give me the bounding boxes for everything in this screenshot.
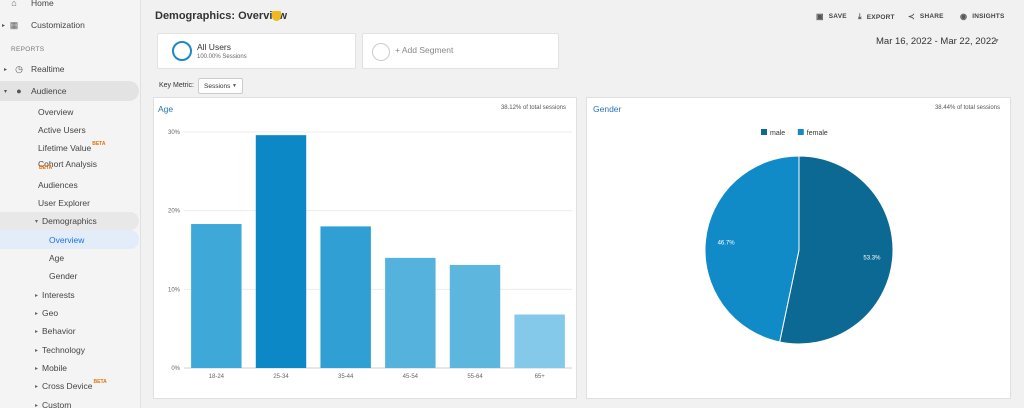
insights-icon: ◉ (960, 12, 968, 21)
x-tick-label: 18-24 (209, 374, 225, 380)
x-tick-label: 55-64 (467, 374, 483, 380)
x-tick-label: 65+ (535, 374, 546, 380)
x-tick-label: 45-54 (403, 374, 419, 380)
gender-pie-chart: male female 53.3% 46.7% (704, 129, 894, 345)
sidebar-item-behavior[interactable]: ▸ Behavior (35, 326, 76, 336)
y-tick-label: 0% (171, 366, 180, 372)
age-panel-percentage: 38.12% of total sessions (500, 105, 566, 111)
share-button[interactable]: ≺ SHARE (908, 12, 944, 21)
sidebar-item-interests[interactable]: ▸ Interests (35, 290, 75, 300)
chevron-right-icon: ▸ (4, 66, 8, 73)
chevron-right-icon: ▸ (35, 347, 39, 354)
chevron-right-icon: ▸ (2, 22, 6, 29)
clock-icon: ◷ (15, 63, 23, 74)
sidebar-item-age[interactable]: Age (49, 253, 65, 263)
y-tick-label: 10% (168, 287, 181, 293)
demographics-highlight (0, 212, 139, 230)
export-button[interactable]: ⤓ EXPORT (858, 12, 895, 21)
download-icon: ⤓ (858, 12, 862, 21)
sidebar: ⌂ Home ▸ ▦ Customization REPORTS ▸ ◷ Rea… (0, 0, 141, 408)
save-icon: ▣ (816, 12, 824, 21)
chevron-right-icon: ▸ (35, 328, 39, 335)
sidebar-item-cross-device[interactable]: ▸ Cross Device BETA (35, 379, 107, 391)
legend-swatch-female (797, 129, 804, 135)
x-tick-label: 25-34 (273, 374, 289, 380)
overview-highlight (0, 230, 139, 249)
chevron-down-icon: ▾ (4, 88, 8, 95)
bar-45-54 (385, 257, 436, 368)
sidebar-item-technology[interactable]: ▸ Technology (35, 345, 86, 355)
sidebar-item-audience[interactable]: ▾ ● Audience (4, 86, 67, 96)
pie-slice-male (779, 155, 894, 345)
dashboard-icon: ▦ (9, 19, 19, 30)
save-button[interactable]: ▣ SAVE (816, 12, 847, 21)
legend-swatch-male (761, 129, 767, 135)
sidebar-item-demographics-overview[interactable]: Overview (49, 235, 85, 245)
sidebar-item-home[interactable]: ⌂ Home (8, 0, 53, 12)
sidebar-item-audiences[interactable]: Audiences (38, 180, 78, 190)
chevron-down-icon: ▾ (35, 218, 39, 225)
chevron-right-icon: ▸ (35, 310, 39, 317)
sidebar-item-user-explorer[interactable]: User Explorer (38, 198, 90, 208)
key-metric-label: Key Metric: (159, 82, 195, 89)
bar-25-34 (255, 135, 307, 368)
gender-panel-percentage: 38.44% of total sessions (934, 105, 1000, 111)
sidebar-item-gender[interactable]: Gender (49, 271, 78, 281)
bar-35-44 (320, 226, 371, 368)
page-title: Demographics: Overview (155, 10, 288, 22)
reports-heading: REPORTS (11, 45, 45, 53)
date-range-picker[interactable]: Mar 16, 2022 - Mar 22, 2022 (876, 36, 997, 47)
sidebar-item-customization[interactable]: ▸ ▦ Customization (2, 19, 85, 31)
chevron-right-icon: ▸ (35, 402, 39, 408)
sidebar-item-cohort-analysis[interactable]: Cohort Analysis (38, 159, 98, 169)
add-segment-button[interactable]: + Add Segment (362, 33, 559, 69)
key-metric-select[interactable]: Sessions ▼ (198, 78, 243, 94)
chevron-down-icon: ▼ (232, 83, 237, 89)
sidebar-item-mobile[interactable]: ▸ Mobile (35, 363, 68, 373)
sidebar-item-overview[interactable]: Overview (38, 107, 74, 117)
gender-panel-title: Gender (593, 104, 622, 114)
age-panel: Age 38.12% of total sessions 0% 10% 20% 30%… (153, 97, 577, 399)
chevron-down-icon[interactable]: ▼ (993, 38, 1000, 45)
beta-badge: BETA (39, 165, 53, 171)
sidebar-item-custom[interactable]: ▸ Custom (35, 400, 72, 408)
insights-button[interactable]: ◉ INSIGHTS (960, 12, 1005, 21)
chevron-right-icon: ▸ (35, 292, 39, 299)
bar-55-64 (449, 264, 501, 368)
pie-label-female: 46.7% (718, 240, 736, 246)
beta-badge: BETA (92, 141, 106, 147)
pie-slice-female (704, 155, 800, 343)
y-tick-label: 30% (168, 130, 181, 136)
gender-panel: Gender 38.44% of total sessions male fema… (586, 97, 1011, 399)
footer-strip (153, 402, 1024, 408)
age-bar-chart: 0% 10% 20% 30% 18-24 25-34 35-44 45-54 55-64 65+ (168, 130, 572, 380)
age-panel-title: Age (158, 104, 174, 114)
bar-65+ (514, 314, 565, 368)
sidebar-item-geo[interactable]: ▸ Geo (35, 308, 59, 318)
audience-highlight (0, 81, 139, 101)
chevron-right-icon: ▸ (35, 383, 39, 390)
segment-empty-circle-icon (372, 43, 390, 61)
share-icon: ≺ (908, 12, 915, 21)
legend-label-female: female (807, 130, 828, 137)
sidebar-item-demographics[interactable]: ▾ Demographics (35, 216, 97, 226)
chevron-right-icon: ▸ (35, 365, 39, 372)
pie-label-male: 53.3% (863, 256, 881, 262)
beta-badge: BETA (93, 379, 107, 385)
home-icon: ⌂ (11, 0, 17, 8)
y-tick-label: 20% (168, 209, 181, 215)
segment-circle-icon (172, 41, 192, 61)
bar-18-24 (191, 224, 242, 368)
sidebar-item-lifetime-value[interactable]: Lifetime Value BETA (38, 141, 106, 153)
sidebar-item-active-users[interactable]: Active Users (38, 125, 86, 135)
segment-all-users[interactable]: All Users 100.00% Sessions (157, 33, 356, 69)
legend-label-male: male (770, 130, 785, 137)
sidebar-item-realtime[interactable]: ▸ ◷ Realtime (4, 63, 65, 75)
person-icon: ● (16, 86, 22, 96)
x-tick-label: 35-44 (338, 374, 354, 380)
shield-icon (272, 11, 281, 21)
